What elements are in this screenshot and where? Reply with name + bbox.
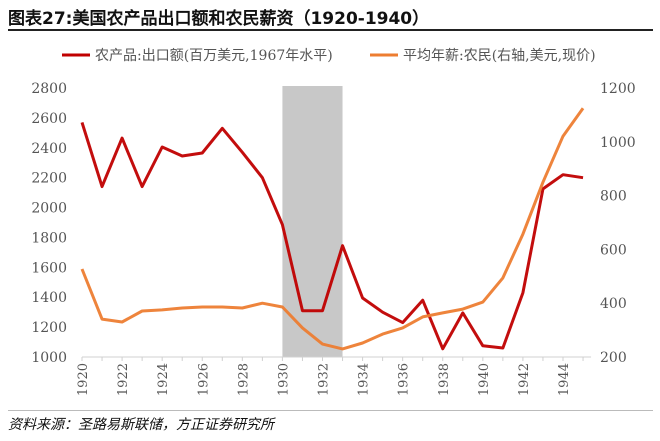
footer-rule bbox=[8, 410, 653, 411]
y-left-tick-label: 1000 bbox=[31, 350, 67, 366]
x-tick-label: 1940 bbox=[477, 363, 492, 396]
x-tick-label: 1938 bbox=[437, 363, 452, 396]
x-tick-label: 1926 bbox=[196, 363, 211, 396]
x-tick-label: 1936 bbox=[397, 363, 412, 396]
y-right-tick-label: 400 bbox=[600, 296, 627, 312]
source-note: 资料来源：圣路易斯联储，方正证券研究所 bbox=[8, 417, 274, 433]
x-tick-label: 1928 bbox=[236, 363, 251, 396]
y-right-tick-label: 200 bbox=[600, 350, 627, 366]
legend-label-2: 平均年薪:农民(右轴,美元,现价) bbox=[403, 48, 596, 64]
y-left-tick-label: 1400 bbox=[31, 290, 67, 306]
y-left-tick-label: 1800 bbox=[31, 230, 67, 246]
x-tick-label: 1930 bbox=[276, 363, 291, 396]
series-line-1 bbox=[80, 121, 584, 351]
x-tick-label: 1920 bbox=[76, 363, 91, 396]
x-tick-label: 1924 bbox=[156, 363, 171, 396]
x-tick-label: 1944 bbox=[557, 363, 572, 396]
y-right-tick-label: 1000 bbox=[600, 135, 636, 151]
y-right-tick-label: 1200 bbox=[600, 81, 636, 97]
legend-label-1: 农产品:出口额(百万美元,1967年水平) bbox=[95, 48, 333, 64]
y-right-tick-label: 600 bbox=[600, 242, 627, 258]
y-right-tick-label: 800 bbox=[600, 189, 627, 205]
chart-title: 图表27:美国农产品出口额和农民薪资（1920-1940） bbox=[8, 9, 430, 29]
x-tick-label: 1934 bbox=[357, 363, 372, 396]
y-left-tick-label: 2400 bbox=[31, 141, 67, 157]
x-tick-label: 1922 bbox=[116, 363, 131, 396]
y-left-tick-label: 2000 bbox=[31, 201, 67, 217]
y-left-tick-label: 1600 bbox=[31, 260, 67, 276]
y-left-tick-label: 1200 bbox=[31, 320, 67, 336]
x-tick-label: 1932 bbox=[317, 363, 332, 396]
title-rule bbox=[8, 29, 653, 31]
y-left-tick-label: 2600 bbox=[31, 111, 67, 127]
x-tick-label: 1942 bbox=[517, 363, 532, 396]
y-left-tick-label: 2800 bbox=[31, 81, 67, 97]
series-line-2 bbox=[80, 107, 585, 351]
y-left-tick-label: 2200 bbox=[31, 171, 67, 187]
